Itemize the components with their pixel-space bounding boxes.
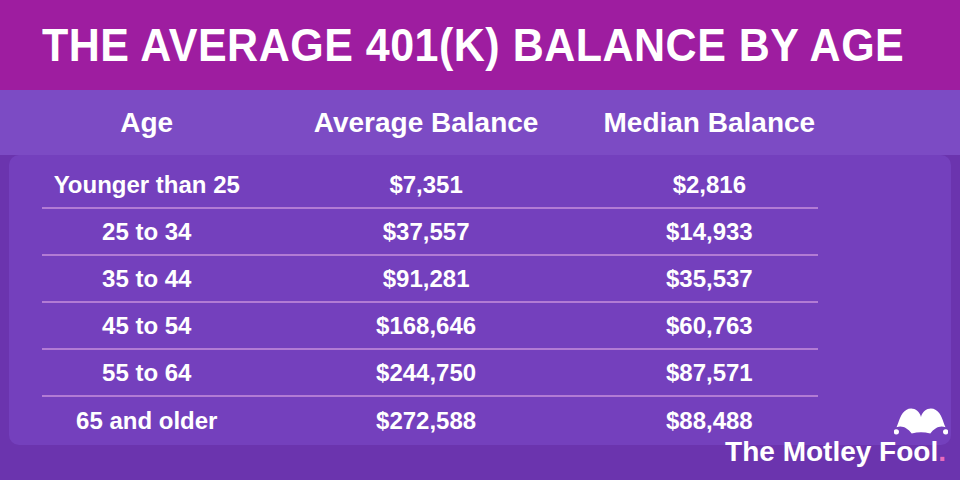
page-title: THE AVERAGE 401(K) BALANCE BY AGE	[0, 19, 904, 72]
infographic: { "title": "THE AVERAGE 401(K) BALANCE B…	[0, 0, 960, 480]
median-balance-cell: $88,488	[601, 407, 818, 435]
average-balance-cell: $91,281	[252, 265, 601, 293]
age-cell: 25 to 34	[42, 218, 252, 246]
table-row: 35 to 44 $91,281 $35,537	[42, 256, 818, 303]
table-row: 45 to 54 $168,646 $60,763	[42, 303, 818, 350]
age-cell: 35 to 44	[42, 265, 252, 293]
table-row: 55 to 64 $244,750 $87,571	[42, 350, 818, 397]
title-banner: THE AVERAGE 401(K) BALANCE BY AGE	[0, 0, 960, 90]
median-balance-cell: $60,763	[601, 312, 818, 340]
age-cell: 55 to 64	[42, 359, 252, 387]
average-balance-cell: $168,646	[252, 312, 601, 340]
table-row: Younger than 25 $7,351 $2,816	[42, 162, 818, 209]
age-cell: 45 to 54	[42, 312, 252, 340]
average-balance-cell: $244,750	[252, 359, 601, 387]
table-body: Younger than 25 $7,351 $2,816 25 to 34 $…	[42, 162, 818, 444]
table-row: 25 to 34 $37,557 $14,933	[42, 209, 818, 256]
age-cell: 65 and older	[42, 407, 252, 435]
table-panel: Younger than 25 $7,351 $2,816 25 to 34 $…	[9, 155, 951, 445]
column-header-age: Age	[42, 107, 252, 139]
median-balance-cell: $35,537	[601, 265, 818, 293]
average-balance-cell: $37,557	[252, 218, 601, 246]
brand-logo: The Motley Fool.	[725, 436, 946, 468]
average-balance-cell: $272,588	[252, 407, 601, 435]
age-cell: Younger than 25	[42, 171, 252, 199]
median-balance-cell: $2,816	[601, 171, 818, 199]
median-balance-cell: $87,571	[601, 359, 818, 387]
jester-hat-icon	[894, 405, 948, 441]
column-header-median-balance: Median Balance	[601, 107, 818, 139]
table-row: 65 and older $272,588 $88,488	[42, 397, 818, 444]
average-balance-cell: $7,351	[252, 171, 601, 199]
median-balance-cell: $14,933	[601, 218, 818, 246]
column-header-average-balance: Average Balance	[252, 107, 601, 139]
table-header: Age Average Balance Median Balance	[0, 90, 960, 155]
